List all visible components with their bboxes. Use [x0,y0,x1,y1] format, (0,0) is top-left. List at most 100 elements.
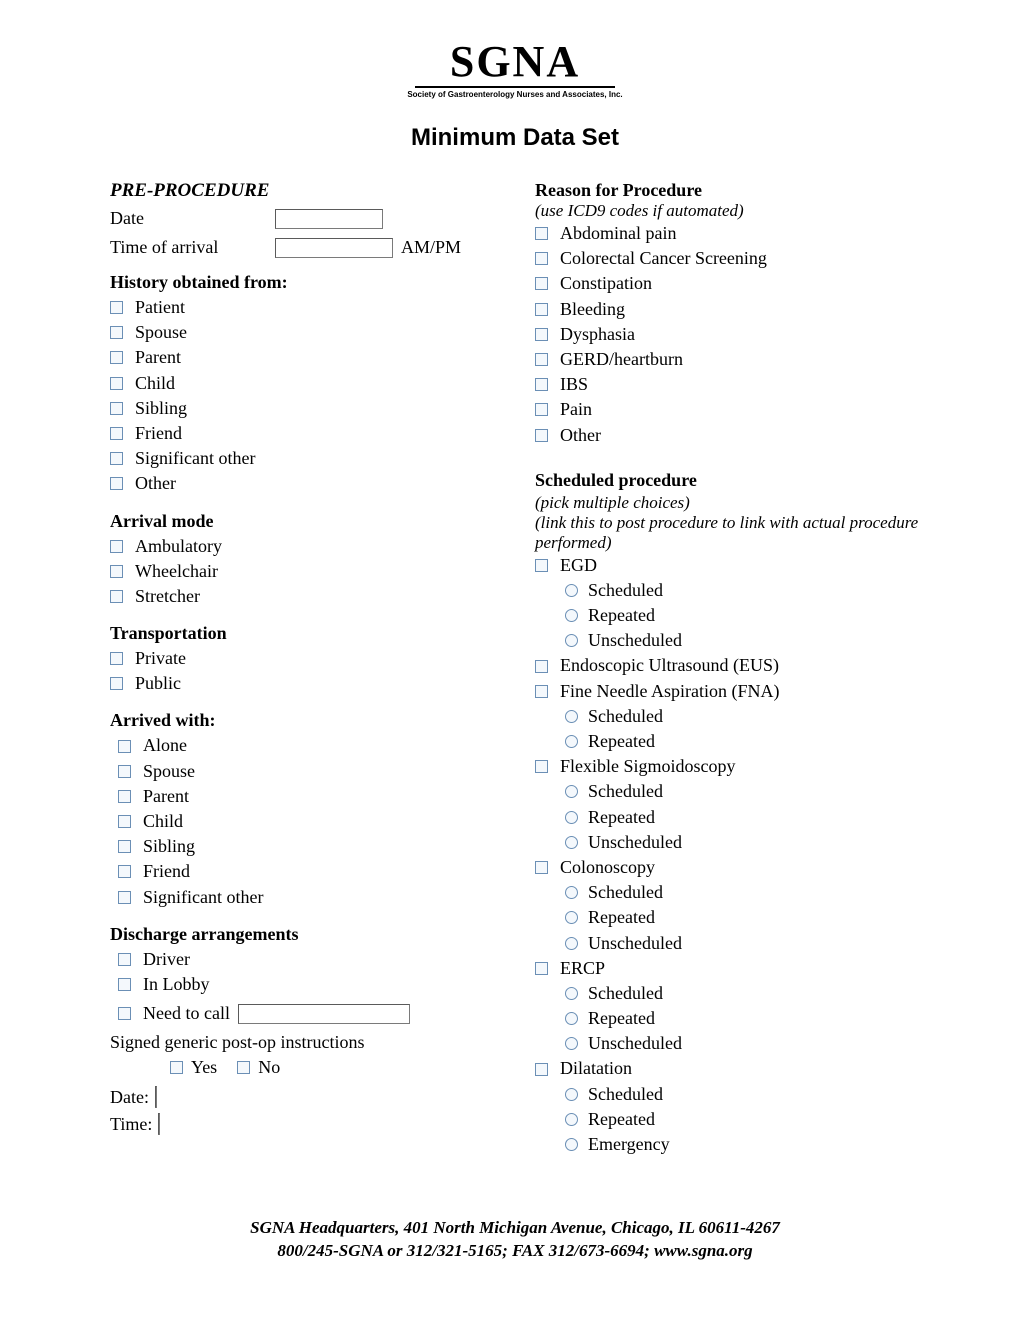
ercp-scheduled-radio[interactable] [565,987,578,1000]
signed-date-input[interactable] [155,1086,157,1108]
egd-scheduled-radio[interactable] [565,584,578,597]
reason-pain-checkbox[interactable] [535,403,548,416]
history-item-label: Friend [135,421,182,446]
arrived-spouse-checkbox[interactable] [118,765,131,778]
dil-scheduled-radio[interactable] [565,1088,578,1101]
arrival-wheelchair-checkbox[interactable] [110,565,123,578]
arrived-heading: Arrived with: [110,710,495,731]
history-sibling-checkbox[interactable] [110,402,123,415]
transport-item-label: Private [135,646,186,671]
history-patient-checkbox[interactable] [110,301,123,314]
right-column: Reason for Procedure (use ICD9 codes if … [535,180,920,1157]
history-child-checkbox[interactable] [110,377,123,390]
signed-yes-checkbox[interactable] [170,1061,183,1074]
history-spouse-checkbox[interactable] [110,326,123,339]
proc-label: EGD [560,553,597,578]
logo-text: SGNA [407,40,622,88]
history-friend-checkbox[interactable] [110,427,123,440]
dil-emergency-radio[interactable] [565,1138,578,1151]
history-other-checkbox[interactable] [110,477,123,490]
date-input[interactable] [275,209,383,229]
arrived-parent-checkbox[interactable] [118,790,131,803]
radio-label: Unscheduled [588,1031,682,1056]
colon-scheduled-radio[interactable] [565,886,578,899]
proc-fna-checkbox[interactable] [535,685,548,698]
arrived-friend-checkbox[interactable] [118,865,131,878]
arrived-item-label: Sibling [143,834,195,859]
proc-flex-checkbox[interactable] [535,760,548,773]
dil-repeated-radio[interactable] [565,1113,578,1126]
fna-scheduled-radio[interactable] [565,710,578,723]
reason-other-checkbox[interactable] [535,429,548,442]
need-to-call-input[interactable] [238,1004,410,1024]
history-sigother-checkbox[interactable] [110,452,123,465]
history-item-label: Spouse [135,320,187,345]
logo-subtext: Society of Gastroenterology Nurses and A… [407,90,622,99]
transport-heading: Transportation [110,623,495,644]
no-label: No [258,1055,280,1080]
arrival-item-label: Wheelchair [135,559,218,584]
reason-gerd-checkbox[interactable] [535,353,548,366]
reason-dysphasia-checkbox[interactable] [535,328,548,341]
arrived-item-label: Parent [143,784,189,809]
fna-repeated-radio[interactable] [565,735,578,748]
reason-item-label: Abdominal pain [560,221,676,246]
reason-item-label: Bleeding [560,297,625,322]
egd-unscheduled-radio[interactable] [565,634,578,647]
flex-repeated-radio[interactable] [565,811,578,824]
arrival-stretcher-checkbox[interactable] [110,590,123,603]
arrived-alone-checkbox[interactable] [118,740,131,753]
arrival-item-label: Ambulatory [135,534,222,559]
arrived-item-label: Alone [143,733,187,758]
history-item-label: Parent [135,345,181,370]
discharge-needtocall-checkbox[interactable] [118,1007,131,1020]
arrival-ambulatory-checkbox[interactable] [110,540,123,553]
proc-label: ERCP [560,956,605,981]
reason-item-label: GERD/heartburn [560,347,683,372]
radio-label: Repeated [588,603,655,628]
time-input[interactable] [275,238,393,258]
preprocedure-heading: PRE-PROCEDURE [110,180,495,202]
arrived-sibling-checkbox[interactable] [118,840,131,853]
reason-bleeding-checkbox[interactable] [535,303,548,316]
reason-heading: Reason for Procedure [535,180,920,201]
radio-label: Repeated [588,805,655,830]
proc-egd-checkbox[interactable] [535,559,548,572]
proc-eus-checkbox[interactable] [535,660,548,673]
proc-label: Dilatation [560,1056,632,1081]
proc-ercp-checkbox[interactable] [535,962,548,975]
reason-constipation-checkbox[interactable] [535,277,548,290]
arrived-sigother-checkbox[interactable] [118,891,131,904]
flex-unscheduled-radio[interactable] [565,836,578,849]
colon-repeated-radio[interactable] [565,911,578,924]
time2-label: Time: [110,1114,152,1134]
proc-dilatation-checkbox[interactable] [535,1063,548,1076]
sched-hint1: (pick multiple choices) [535,493,920,513]
proc-colon-checkbox[interactable] [535,861,548,874]
discharge-driver-checkbox[interactable] [118,953,131,966]
discharge-item-label: Need to call [143,1001,230,1026]
transport-private-checkbox[interactable] [110,652,123,665]
radio-label: Scheduled [588,578,663,603]
egd-repeated-radio[interactable] [565,609,578,622]
discharge-lobby-checkbox[interactable] [118,978,131,991]
ercp-unscheduled-radio[interactable] [565,1037,578,1050]
page-title: Minimum Data Set [110,124,920,152]
radio-label: Scheduled [588,779,663,804]
reason-abdominal-checkbox[interactable] [535,227,548,240]
proc-label: Endoscopic Ultrasound (EUS) [560,653,779,678]
transport-public-checkbox[interactable] [110,677,123,690]
radio-label: Unscheduled [588,931,682,956]
colon-unscheduled-radio[interactable] [565,937,578,950]
reason-ibs-checkbox[interactable] [535,378,548,391]
flex-scheduled-radio[interactable] [565,785,578,798]
signed-time-input[interactable] [158,1113,160,1135]
history-parent-checkbox[interactable] [110,351,123,364]
signed-no-checkbox[interactable] [237,1061,250,1074]
arrived-child-checkbox[interactable] [118,815,131,828]
discharge-heading: Discharge arrangements [110,924,495,945]
radio-label: Unscheduled [588,830,682,855]
reason-colorectal-checkbox[interactable] [535,252,548,265]
ercp-repeated-radio[interactable] [565,1012,578,1025]
footer: SGNA Headquarters, 401 North Michigan Av… [110,1217,920,1263]
